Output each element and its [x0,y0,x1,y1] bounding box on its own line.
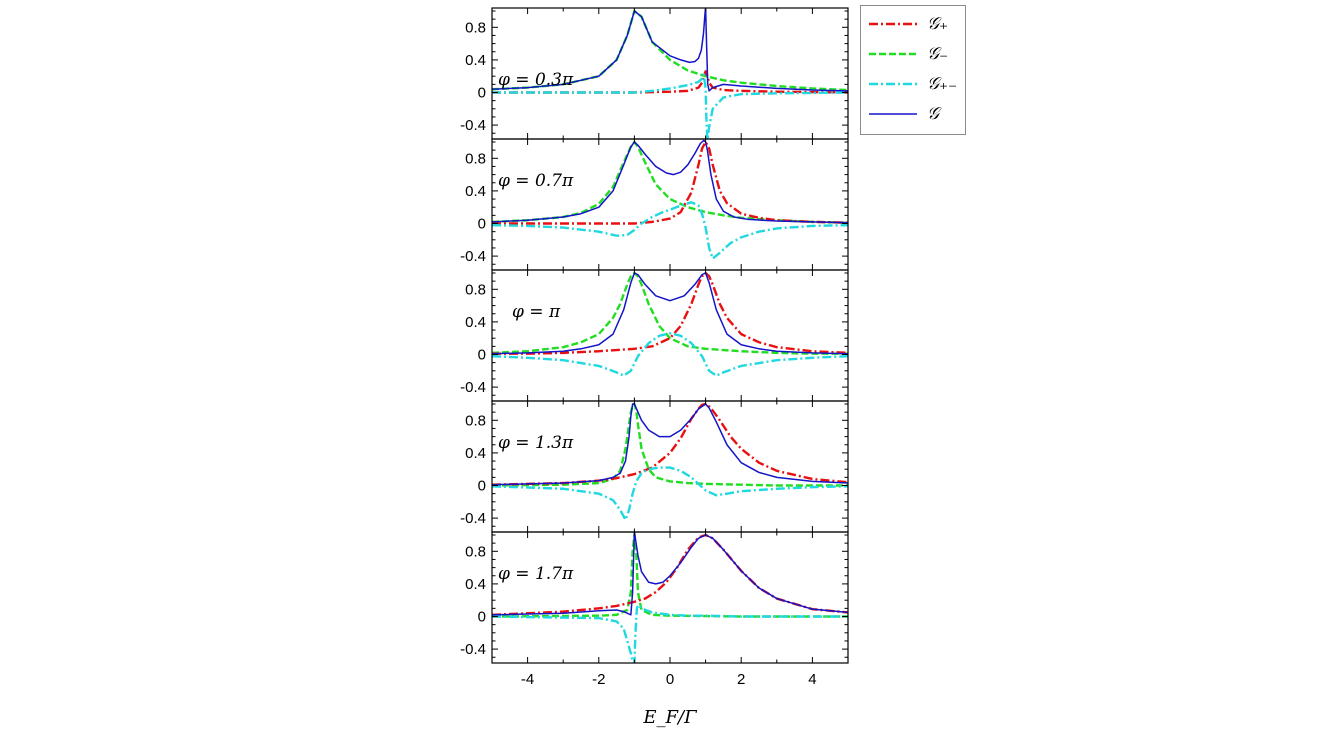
panel-frame [491,269,849,402]
curve-g-total [492,272,848,355]
curve-g-total [492,532,848,616]
panel-annotation: φ = 0.7π [498,171,574,191]
curve-g-plus-minus [492,73,848,139]
y-tick-label: 0.4 [465,576,486,593]
x-tick-label: 0 [666,671,674,688]
legend-label-g-plus-minus: 𝒢₊₋ [927,74,958,94]
y-tick-label: 0.8 [465,19,486,36]
curve-g-plus-minus [492,466,848,521]
legend-label-g-minus: 𝒢₋ [927,44,949,64]
y-tick-label: 0 [478,478,486,495]
panel-4: 0.8 0.4 0 -0.4 φ = 1.3π [460,400,849,533]
legend: 𝒢₊ 𝒢₋ 𝒢₊₋ 𝒢 [860,5,966,135]
panel-curves [492,139,848,260]
panel-5: 0.8 0.4 0 -0.4 -4 -2 0 2 4 φ = 1.7π [460,531,849,688]
legend-swatch-g-minus [869,52,917,56]
legend-swatch-g-plus-minus [869,82,917,86]
x-tick-label: 4 [808,671,816,688]
curve-g-total [492,139,848,224]
panel-2: 0.8 0.4 0 -0.4 φ = 0.7π [460,138,849,271]
curve-g-plus-minus [492,201,848,260]
legend-entry-g-plus: 𝒢₊ [861,13,967,35]
curve-g-plus [492,70,848,94]
y-tick-label: 0.8 [465,543,486,560]
x-tick-label: -2 [592,671,605,688]
y-tick-label: 0 [478,347,486,364]
panel-frame [491,138,849,271]
y-tick-label: -0.4 [460,248,486,265]
legend-swatch-g-plus [869,22,917,26]
y-tick-label: 0.8 [465,412,486,429]
y-tick-label: 0.4 [465,52,486,69]
y-tick-label: -0.4 [460,510,486,527]
legend-label-g-total: 𝒢 [927,104,940,124]
x-tick-label: 2 [737,671,745,688]
y-tick-label: 0 [478,85,486,102]
panel-annotation: φ = π [512,302,561,322]
panel-annotation: φ = 0.3π [498,70,574,90]
y-tick-label: -0.4 [460,117,486,134]
curve-g-plus-minus [492,603,848,663]
curve-g-total [492,8,848,92]
curve-g-total [492,403,848,486]
y-tick-label: 0.4 [465,183,486,200]
y-tick-label: 0.4 [465,445,486,462]
curve-g-plus [492,140,848,225]
legend-swatch-g-total [869,113,917,115]
x-axis-title: E_F/Γ [642,707,698,728]
panel-3: 0.8 0.4 0 -0.4 φ = π [460,269,849,402]
y-tick-label: 0.8 [465,150,486,167]
y-tick-label: 0.4 [465,314,486,331]
legend-label-g-plus: 𝒢₊ [927,14,949,34]
curve-g-minus [492,271,848,355]
panel-curves [492,271,848,377]
legend-entry-g-total: 𝒢 [861,103,967,125]
legend-entry-g-plus-minus: 𝒢₊₋ [861,73,967,95]
legend-entry-g-minus: 𝒢₋ [861,43,967,65]
x-tick-label: -4 [521,671,534,688]
y-tick-label: 0.8 [465,281,486,298]
panel-frame [491,531,849,664]
y-tick-label: 0 [478,609,486,626]
curve-g-plus [492,271,848,355]
curve-g-plus [492,533,848,617]
y-tick-label: 0 [478,216,486,233]
panel-annotation: φ = 1.7π [498,564,574,584]
panel-curves [492,8,848,139]
panel-curves [492,532,848,663]
panel-annotation: φ = 1.3π [498,433,574,453]
panel-curves [492,402,848,521]
y-tick-label: -0.4 [460,379,486,396]
y-tick-label: -0.4 [460,641,486,658]
panel-1: 0.8 0.4 0 -0.4 φ = 0.3π [460,7,849,140]
curve-g-plus-minus [492,332,848,377]
